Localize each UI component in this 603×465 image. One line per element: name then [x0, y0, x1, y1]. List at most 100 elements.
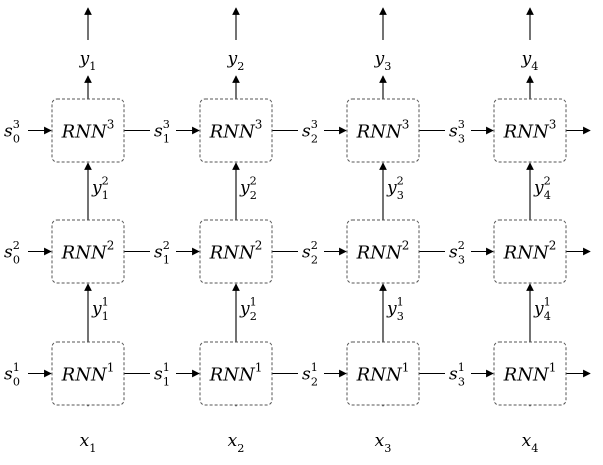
hidden-output-label-superscript: 2 — [397, 175, 404, 188]
rnn-block-name: RNN — [61, 365, 108, 386]
state-label-base: s — [449, 365, 458, 385]
rnn-block-name: RNN — [503, 243, 550, 264]
rnn-block-name: RNN — [356, 365, 403, 386]
state-label-subscript: 3 — [458, 132, 465, 145]
state-label-superscript: 3 — [13, 118, 20, 131]
hidden-output-label-base: y — [533, 299, 544, 319]
hidden-output-label-subscript: 1 — [102, 310, 109, 323]
state-label: s1 2 — [302, 361, 318, 388]
hidden-output-label-superscript: 1 — [544, 296, 551, 309]
rnn-block-layer1-step3 — [346, 341, 420, 406]
rnn-block-label: RNN1 — [61, 361, 115, 386]
rnn-block-layer-index: 1 — [402, 361, 410, 375]
rnn-block-name: RNN — [209, 122, 256, 143]
rnn-block-layer2-step2 — [199, 219, 273, 284]
input-label-subscript: 1 — [89, 442, 96, 455]
output-label-subscript: 2 — [237, 60, 244, 73]
input-label: x3 — [375, 431, 392, 455]
hidden-output-label: y2 2 — [239, 175, 257, 202]
hidden-output-label-base: y — [386, 299, 397, 319]
state-label-subscript: 1 — [163, 253, 170, 266]
rnn-block-layer-index: 3 — [549, 118, 557, 132]
hidden-output-label-base: y — [386, 178, 397, 198]
output-label-subscript: 3 — [384, 60, 391, 73]
state-label: s3 1 — [154, 118, 170, 145]
rnn-block-layer-index: 2 — [402, 239, 410, 253]
output-label-subscript: 1 — [89, 60, 96, 73]
output-label-base: y — [227, 49, 238, 69]
rnn-block-label: RNN3 — [356, 118, 410, 143]
state-label-subscript: 0 — [13, 375, 20, 388]
hidden-output-label-subscript: 2 — [250, 189, 257, 202]
rnn-block-layer3-step2 — [199, 98, 273, 163]
hidden-output-label-base: y — [239, 299, 250, 319]
output-label: y2 — [227, 49, 245, 73]
rnn-block-label: RNN1 — [503, 361, 557, 386]
state-label: s3 3 — [449, 118, 465, 145]
rnn-block-label: RNN1 — [209, 361, 263, 386]
state-label-superscript: 2 — [13, 239, 20, 252]
state-label-subscript: 1 — [163, 132, 170, 145]
state-label: s2 1 — [154, 239, 170, 266]
state-label: s3 0 — [4, 118, 20, 145]
hidden-output-label: y1 2 — [239, 296, 257, 323]
hidden-output-label-superscript: 2 — [102, 175, 109, 188]
rnn-block-layer2-step4 — [493, 219, 567, 284]
state-label-subscript: 2 — [311, 375, 318, 388]
state-label: s3 2 — [302, 118, 318, 145]
output-label-base: y — [521, 49, 532, 69]
state-label: s2 3 — [449, 239, 465, 266]
hidden-output-label: y2 3 — [386, 175, 404, 202]
output-label: y1 — [79, 49, 97, 73]
state-label-base: s — [302, 365, 311, 385]
state-label-superscript: 2 — [458, 239, 465, 252]
state-label: s1 0 — [4, 361, 20, 388]
hidden-output-label-superscript: 1 — [102, 296, 109, 309]
state-label-superscript: 1 — [458, 361, 465, 374]
rnn-block-layer-index: 3 — [402, 118, 410, 132]
state-label-base: s — [302, 122, 311, 142]
hidden-output-label-base: y — [533, 178, 544, 198]
hidden-output-label-superscript: 1 — [250, 296, 257, 309]
rnn-block-layer3-step4 — [493, 98, 567, 163]
rnn-block-name: RNN — [356, 243, 403, 264]
rnn-block-layer3-step3 — [346, 98, 420, 163]
rnn-block-layer-index: 1 — [107, 361, 115, 375]
rnn-block-name: RNN — [503, 365, 550, 386]
rnn-block-label: RNN3 — [209, 118, 263, 143]
rnn-block-name: RNN — [503, 122, 550, 143]
hidden-output-label-base: y — [91, 178, 102, 198]
rnn-block-label: RNN3 — [503, 118, 557, 143]
input-label-subscript: 3 — [384, 442, 391, 455]
output-label-base: y — [79, 49, 90, 69]
output-label: y4 — [521, 49, 539, 73]
rnn-block-layer2-step1 — [51, 219, 125, 284]
state-label-superscript: 3 — [163, 118, 170, 131]
rnn-block-layer-index: 2 — [255, 239, 263, 253]
state-label-subscript: 2 — [311, 132, 318, 145]
hidden-output-label: y1 4 — [533, 296, 551, 323]
state-label-superscript: 3 — [311, 118, 318, 131]
output-label-base: y — [374, 49, 385, 69]
rnn-block-layer-index: 1 — [255, 361, 263, 375]
rnn-block-name: RNN — [61, 243, 108, 264]
state-label: s2 0 — [4, 239, 20, 266]
rnn-block-label: RNN1 — [356, 361, 410, 386]
rnn-block-layer2-step3 — [346, 219, 420, 284]
hidden-output-label-superscript: 2 — [544, 175, 551, 188]
hidden-output-label-superscript: 1 — [397, 296, 404, 309]
hidden-output-label: y2 1 — [91, 175, 109, 202]
hidden-output-label: y2 4 — [533, 175, 551, 202]
input-label-base: x — [522, 431, 532, 451]
input-label: x2 — [228, 431, 245, 455]
state-label-base: s — [4, 365, 13, 385]
state-label-base: s — [449, 243, 458, 263]
rnn-block-label: RNN2 — [503, 239, 557, 264]
rnn-block-name: RNN — [209, 243, 256, 264]
hidden-output-label-subscript: 1 — [102, 189, 109, 202]
input-label-base: x — [228, 431, 238, 451]
input-label-base: x — [375, 431, 385, 451]
state-label: s2 2 — [302, 239, 318, 266]
